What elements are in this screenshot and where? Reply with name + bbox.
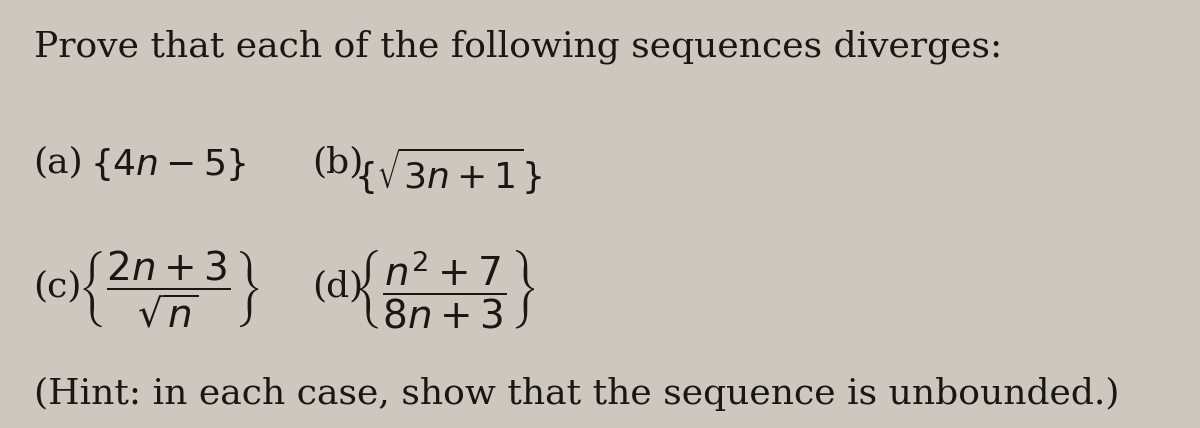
Text: (c): (c) [34,270,82,303]
Text: $\left\{\dfrac{n^2+7}{8n+3}\right\}$: $\left\{\dfrac{n^2+7}{8n+3}\right\}$ [354,248,535,331]
Text: (d): (d) [312,270,364,303]
Text: $\{4n-5\}$: $\{4n-5\}$ [90,146,246,182]
Text: (a): (a) [34,146,83,179]
Text: $\{\sqrt{3n+1}\}$: $\{\sqrt{3n+1}\}$ [354,146,541,197]
Text: (Hint: in each case, show that the sequence is unbounded.): (Hint: in each case, show that the seque… [34,377,1120,411]
Text: Prove that each of the following sequences diverges:: Prove that each of the following sequenc… [34,30,1002,65]
Text: $\left\{\dfrac{2n+3}{\sqrt{n}}\right\}$: $\left\{\dfrac{2n+3}{\sqrt{n}}\right\}$ [78,248,259,330]
Text: (b): (b) [312,146,364,179]
